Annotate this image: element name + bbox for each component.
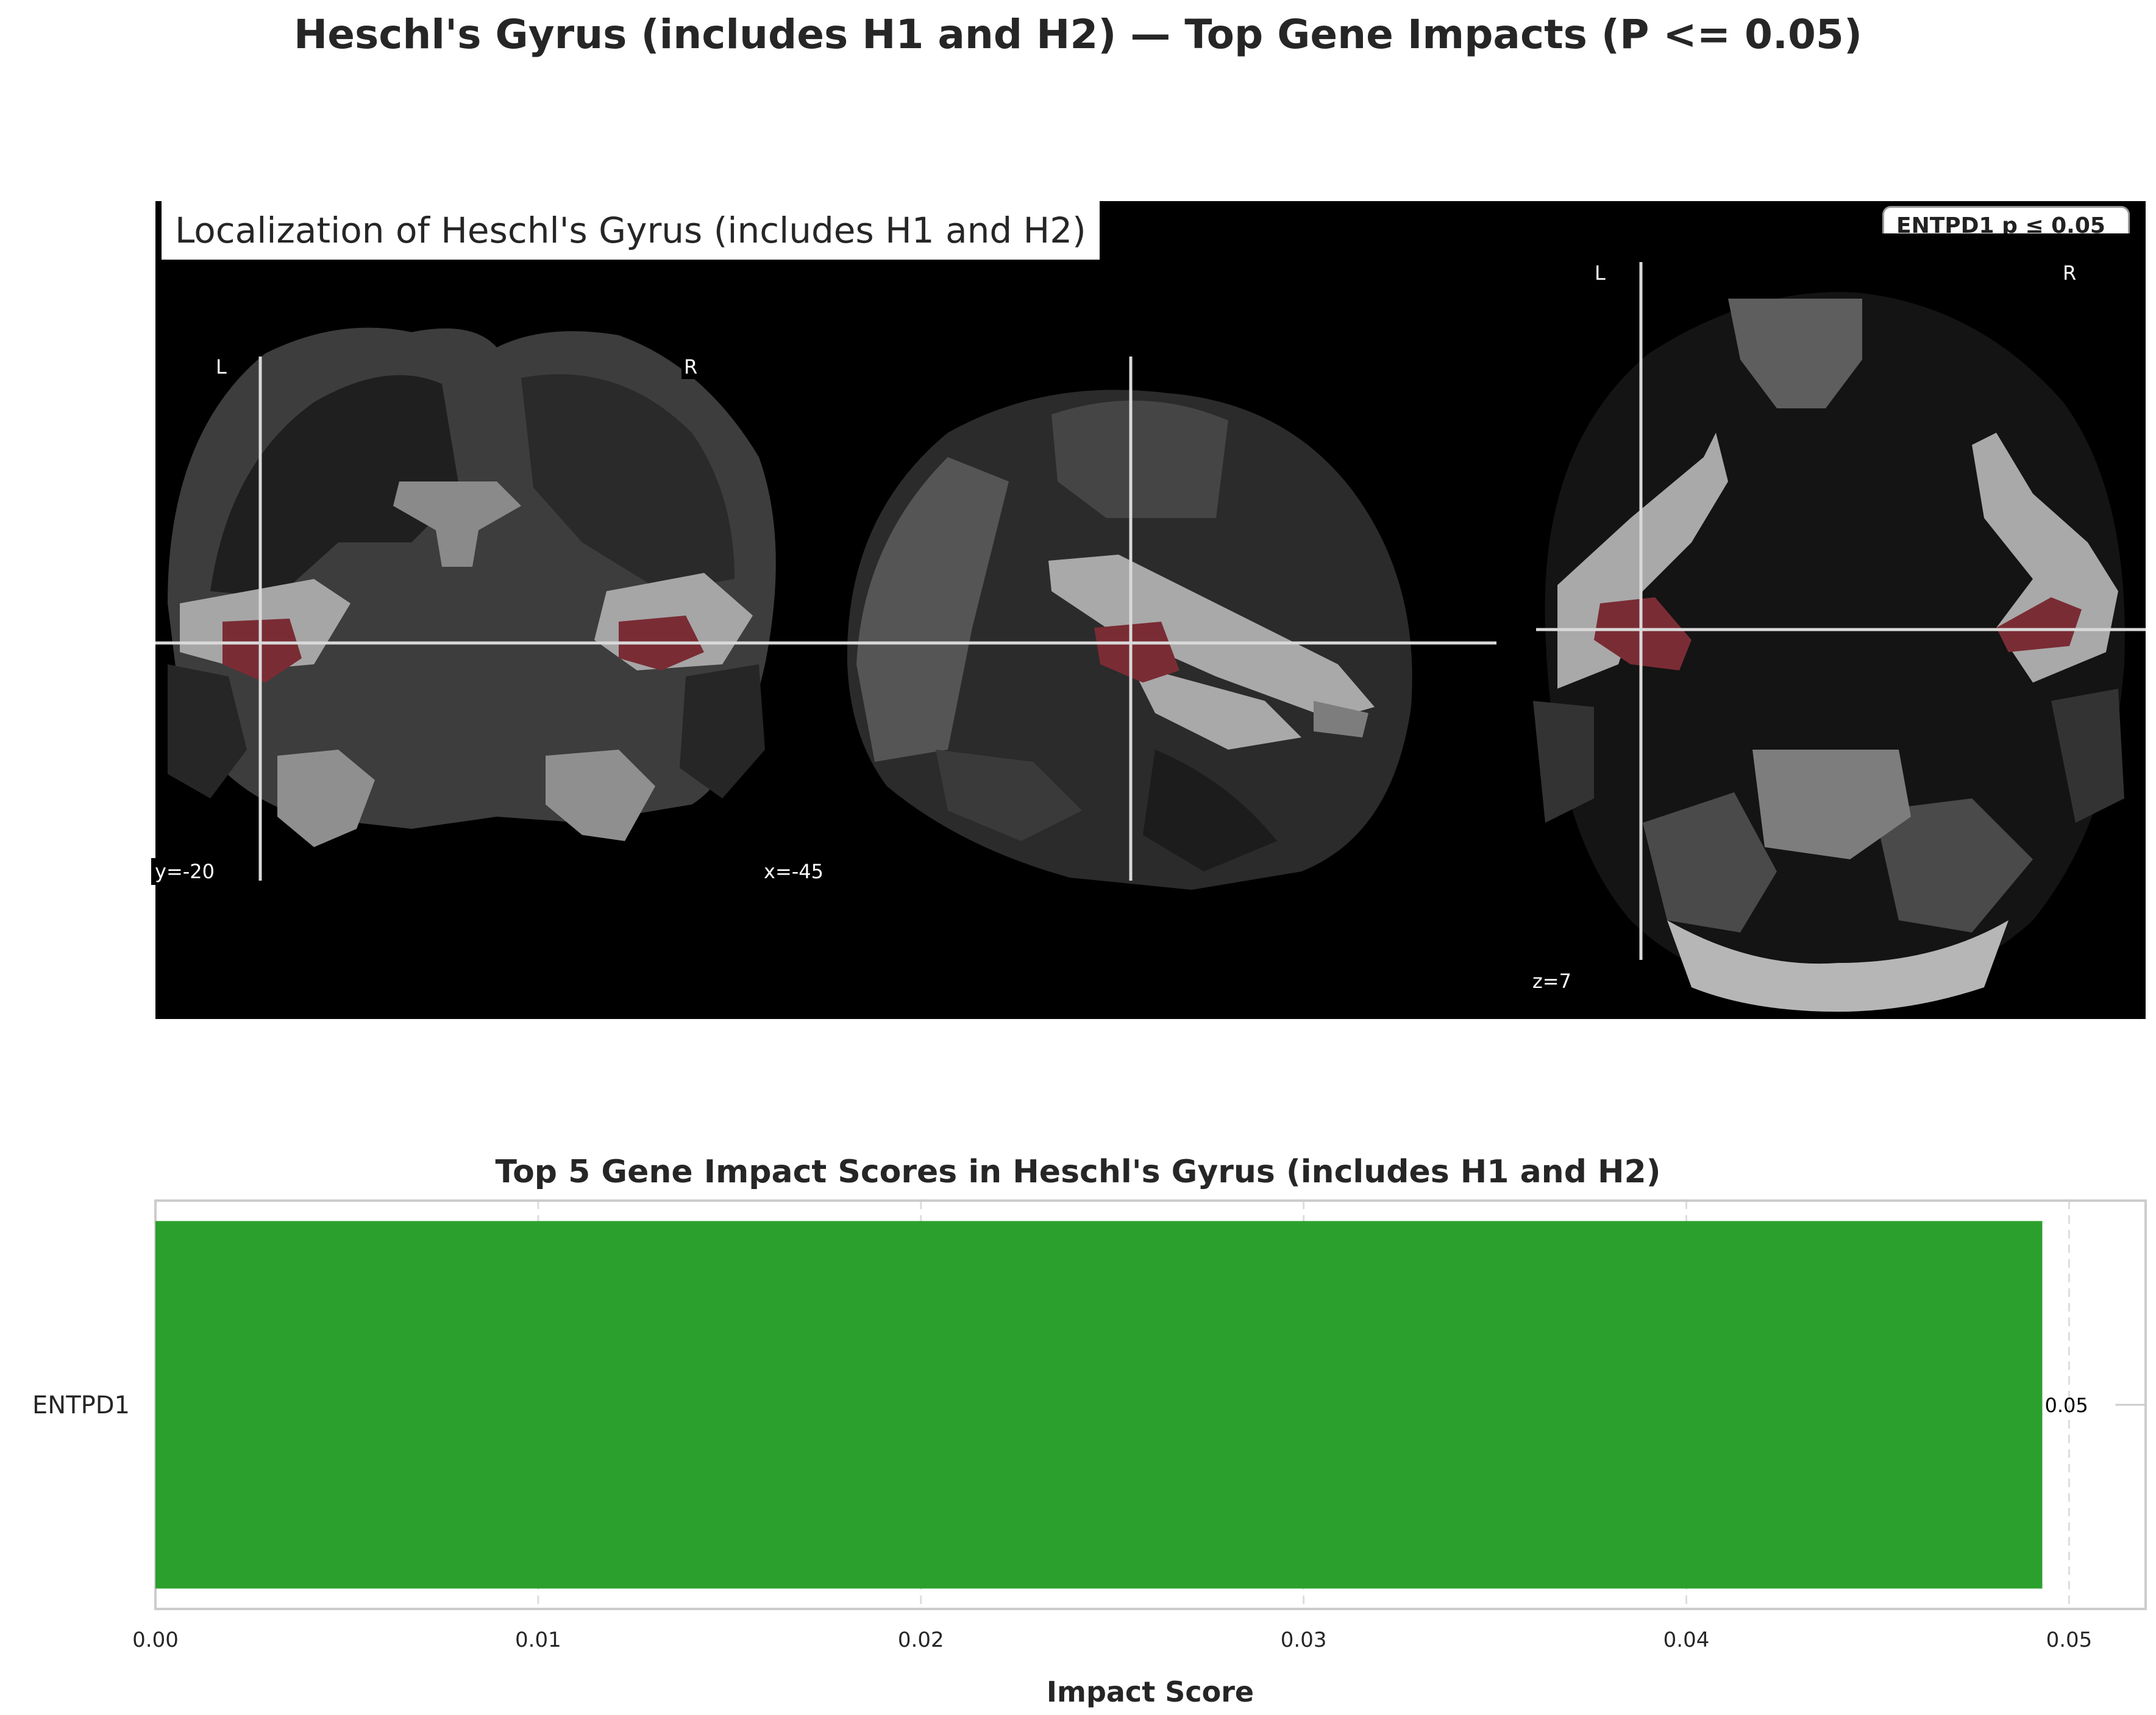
x-tick-label: 0.00 bbox=[132, 1628, 179, 1652]
x-axis-label: Impact Score bbox=[1047, 1675, 1254, 1708]
brain-slices-image bbox=[155, 262, 2146, 1012]
axial-left-label: L bbox=[1592, 261, 1608, 285]
x-tick-label: 0.01 bbox=[515, 1628, 561, 1652]
x-tick-label: 0.04 bbox=[1663, 1628, 1710, 1652]
brain-panel-title: Localization of Heschl's Gyrus (includes… bbox=[162, 201, 1100, 260]
axial-coordinate-label: z=7 bbox=[1529, 968, 1575, 995]
y-axis-ticks: ENTPD1 bbox=[32, 1391, 130, 1419]
x-tick-label: 0.05 bbox=[2046, 1628, 2093, 1652]
y-tick-label: ENTPD1 bbox=[32, 1391, 130, 1419]
coronal-coordinate-label: y=-20 bbox=[151, 858, 219, 885]
x-tick-label: 0.03 bbox=[1281, 1628, 1327, 1652]
coronal-slice bbox=[155, 327, 835, 881]
significance-legend: ENTPD1 p ≤ 0.05 bbox=[1882, 206, 2130, 233]
coronal-right-label: R bbox=[681, 355, 700, 379]
x-axis-ticks: 0.00 0.01 0.02 0.03 0.04 0.05 bbox=[132, 1628, 2092, 1652]
x-tick-label: 0.02 bbox=[898, 1628, 944, 1652]
axial-slice bbox=[1533, 262, 2146, 1012]
figure-title: Heschl's Gyrus (includes H1 and H2) — To… bbox=[293, 11, 1863, 58]
coronal-left-label: L bbox=[213, 355, 229, 379]
bars: 0.05 bbox=[155, 1221, 2146, 1589]
bar-entpd1 bbox=[155, 1221, 2043, 1589]
sagittal-coordinate-label: x=-45 bbox=[760, 858, 828, 885]
sagittal-slice bbox=[835, 357, 1496, 890]
bar-chart-title: Top 5 Gene Impact Scores in Heschl's Gyr… bbox=[495, 1154, 1661, 1190]
bar-value-label: 0.05 bbox=[2044, 1394, 2088, 1417]
brain-localization-panel bbox=[155, 201, 2146, 1019]
axial-right-label: R bbox=[2060, 261, 2079, 285]
